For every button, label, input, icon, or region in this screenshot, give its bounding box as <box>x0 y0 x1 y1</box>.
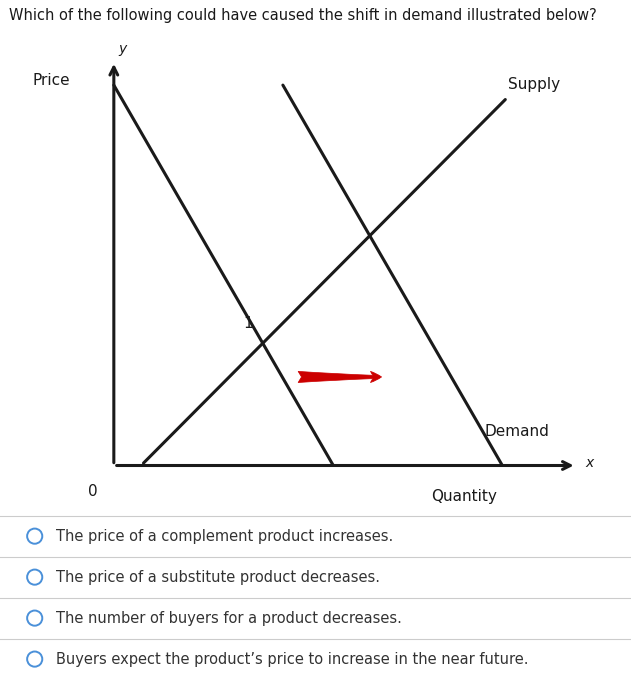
Text: 0: 0 <box>88 484 98 499</box>
Text: The number of buyers for a product decreases.: The number of buyers for a product decre… <box>56 611 401 626</box>
Text: Buyers expect the product’s price to increase in the near future.: Buyers expect the product’s price to inc… <box>56 652 528 667</box>
Text: Which of the following could have caused the shift in demand illustrated below?: Which of the following could have caused… <box>9 8 597 23</box>
Text: The price of a complement product increases.: The price of a complement product increa… <box>56 529 392 544</box>
Text: Supply: Supply <box>509 77 560 92</box>
Text: x: x <box>586 456 594 470</box>
Text: Price: Price <box>33 73 71 88</box>
Text: y: y <box>119 42 127 56</box>
Text: 1: 1 <box>243 316 253 331</box>
Text: The price of a substitute product decreases.: The price of a substitute product decrea… <box>56 570 379 585</box>
Text: Demand: Demand <box>485 424 550 439</box>
Text: Quantity: Quantity <box>431 489 497 504</box>
